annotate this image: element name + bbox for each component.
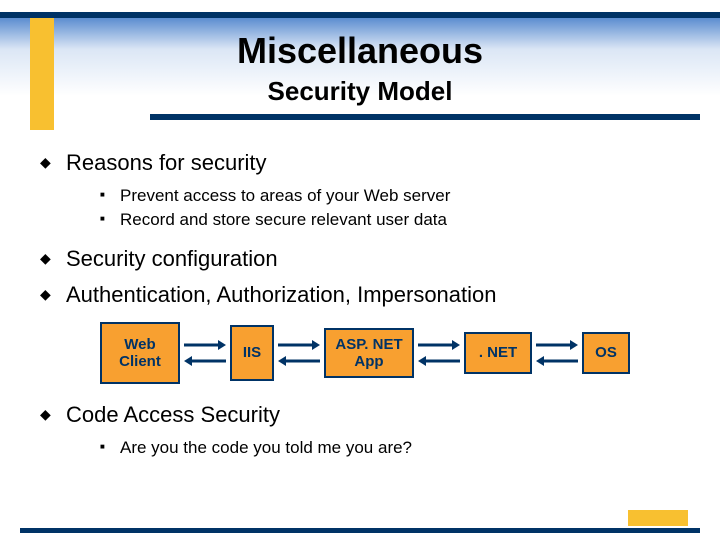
arrow-pair [414, 340, 464, 366]
arrow-pair [274, 340, 324, 366]
slide-subtitle: Security Model [0, 76, 720, 107]
arrow-pair [180, 340, 230, 366]
arrow-left-icon [184, 356, 226, 366]
bullet-auth: Authentication, Authorization, Impersona… [40, 282, 680, 308]
bullet-reasons: Reasons for security [40, 150, 680, 176]
arrow-left-icon [536, 356, 578, 366]
flow-node: IIS [230, 325, 274, 381]
sub-bullet: Record and store secure relevant user da… [100, 210, 680, 230]
sub-bullet: Are you the code you told me you are? [100, 438, 680, 458]
footer-line [20, 528, 700, 533]
flow-node: OS [582, 332, 630, 374]
header-underline [150, 114, 700, 120]
arrow-right-icon [536, 340, 578, 350]
arrow-right-icon [184, 340, 226, 350]
content-area: Reasons for security Prevent access to a… [40, 150, 680, 474]
flow-node: ASP. NETApp [324, 328, 414, 378]
arrow-pair [532, 340, 582, 366]
sub-bullet: Prevent access to areas of your Web serv… [100, 186, 680, 206]
arrow-right-icon [418, 340, 460, 350]
flow-diagram: WebClient IIS ASP. NETApp . NET OS [100, 322, 680, 384]
footer-accent-box [628, 510, 688, 526]
flow-node: WebClient [100, 322, 180, 384]
sub-list-cas: Are you the code you told me you are? [100, 438, 680, 458]
slide-title: Miscellaneous [0, 30, 720, 72]
arrow-left-icon [418, 356, 460, 366]
bullet-cas: Code Access Security [40, 402, 680, 428]
bullet-config: Security configuration [40, 246, 680, 272]
sub-list-reasons: Prevent access to areas of your Web serv… [100, 186, 680, 230]
arrow-right-icon [278, 340, 320, 350]
flow-node: . NET [464, 332, 532, 374]
arrow-left-icon [278, 356, 320, 366]
